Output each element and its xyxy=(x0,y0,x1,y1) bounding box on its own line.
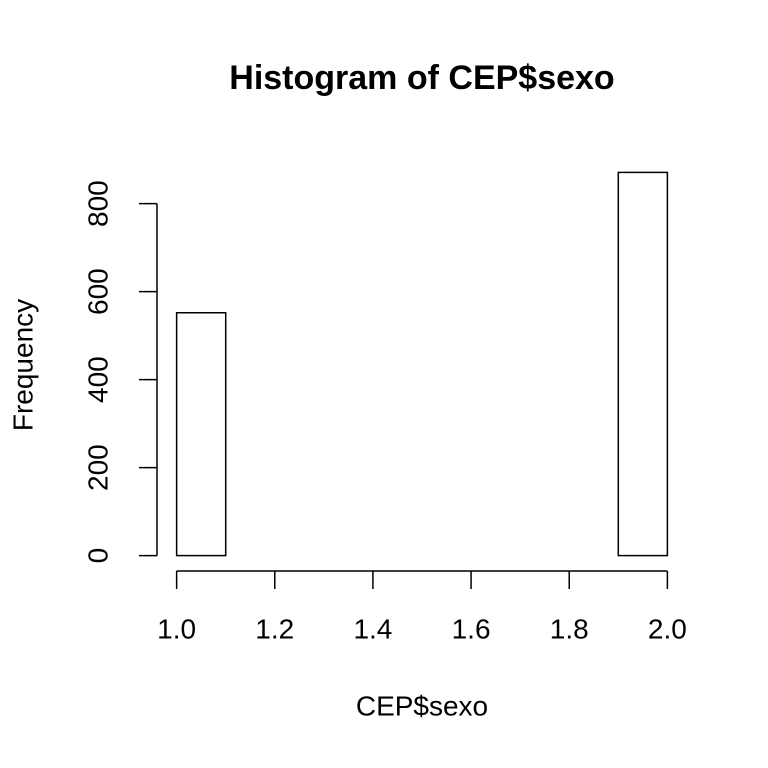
y-tick-label: 400 xyxy=(82,356,113,403)
y-tick-label: 0 xyxy=(82,548,113,564)
x-tick-label: 1.0 xyxy=(157,613,196,644)
y-axis-label: Frequency xyxy=(7,299,38,431)
x-tick-label: 1.4 xyxy=(353,613,392,644)
y-tick-label: 600 xyxy=(82,268,113,315)
x-tick-label: 1.8 xyxy=(550,613,589,644)
x-tick-label: 2.0 xyxy=(648,613,687,644)
y-tick-label: 800 xyxy=(82,180,113,227)
bar xyxy=(175,311,227,557)
y-tick-label: 200 xyxy=(82,444,113,491)
x-axis-label: CEP$sexo xyxy=(356,690,488,721)
x-tick-label: 1.6 xyxy=(452,613,491,644)
x-tick-label: 1.2 xyxy=(255,613,294,644)
bar xyxy=(617,171,669,557)
chart-title: Histogram of CEP$sexo xyxy=(229,59,614,97)
